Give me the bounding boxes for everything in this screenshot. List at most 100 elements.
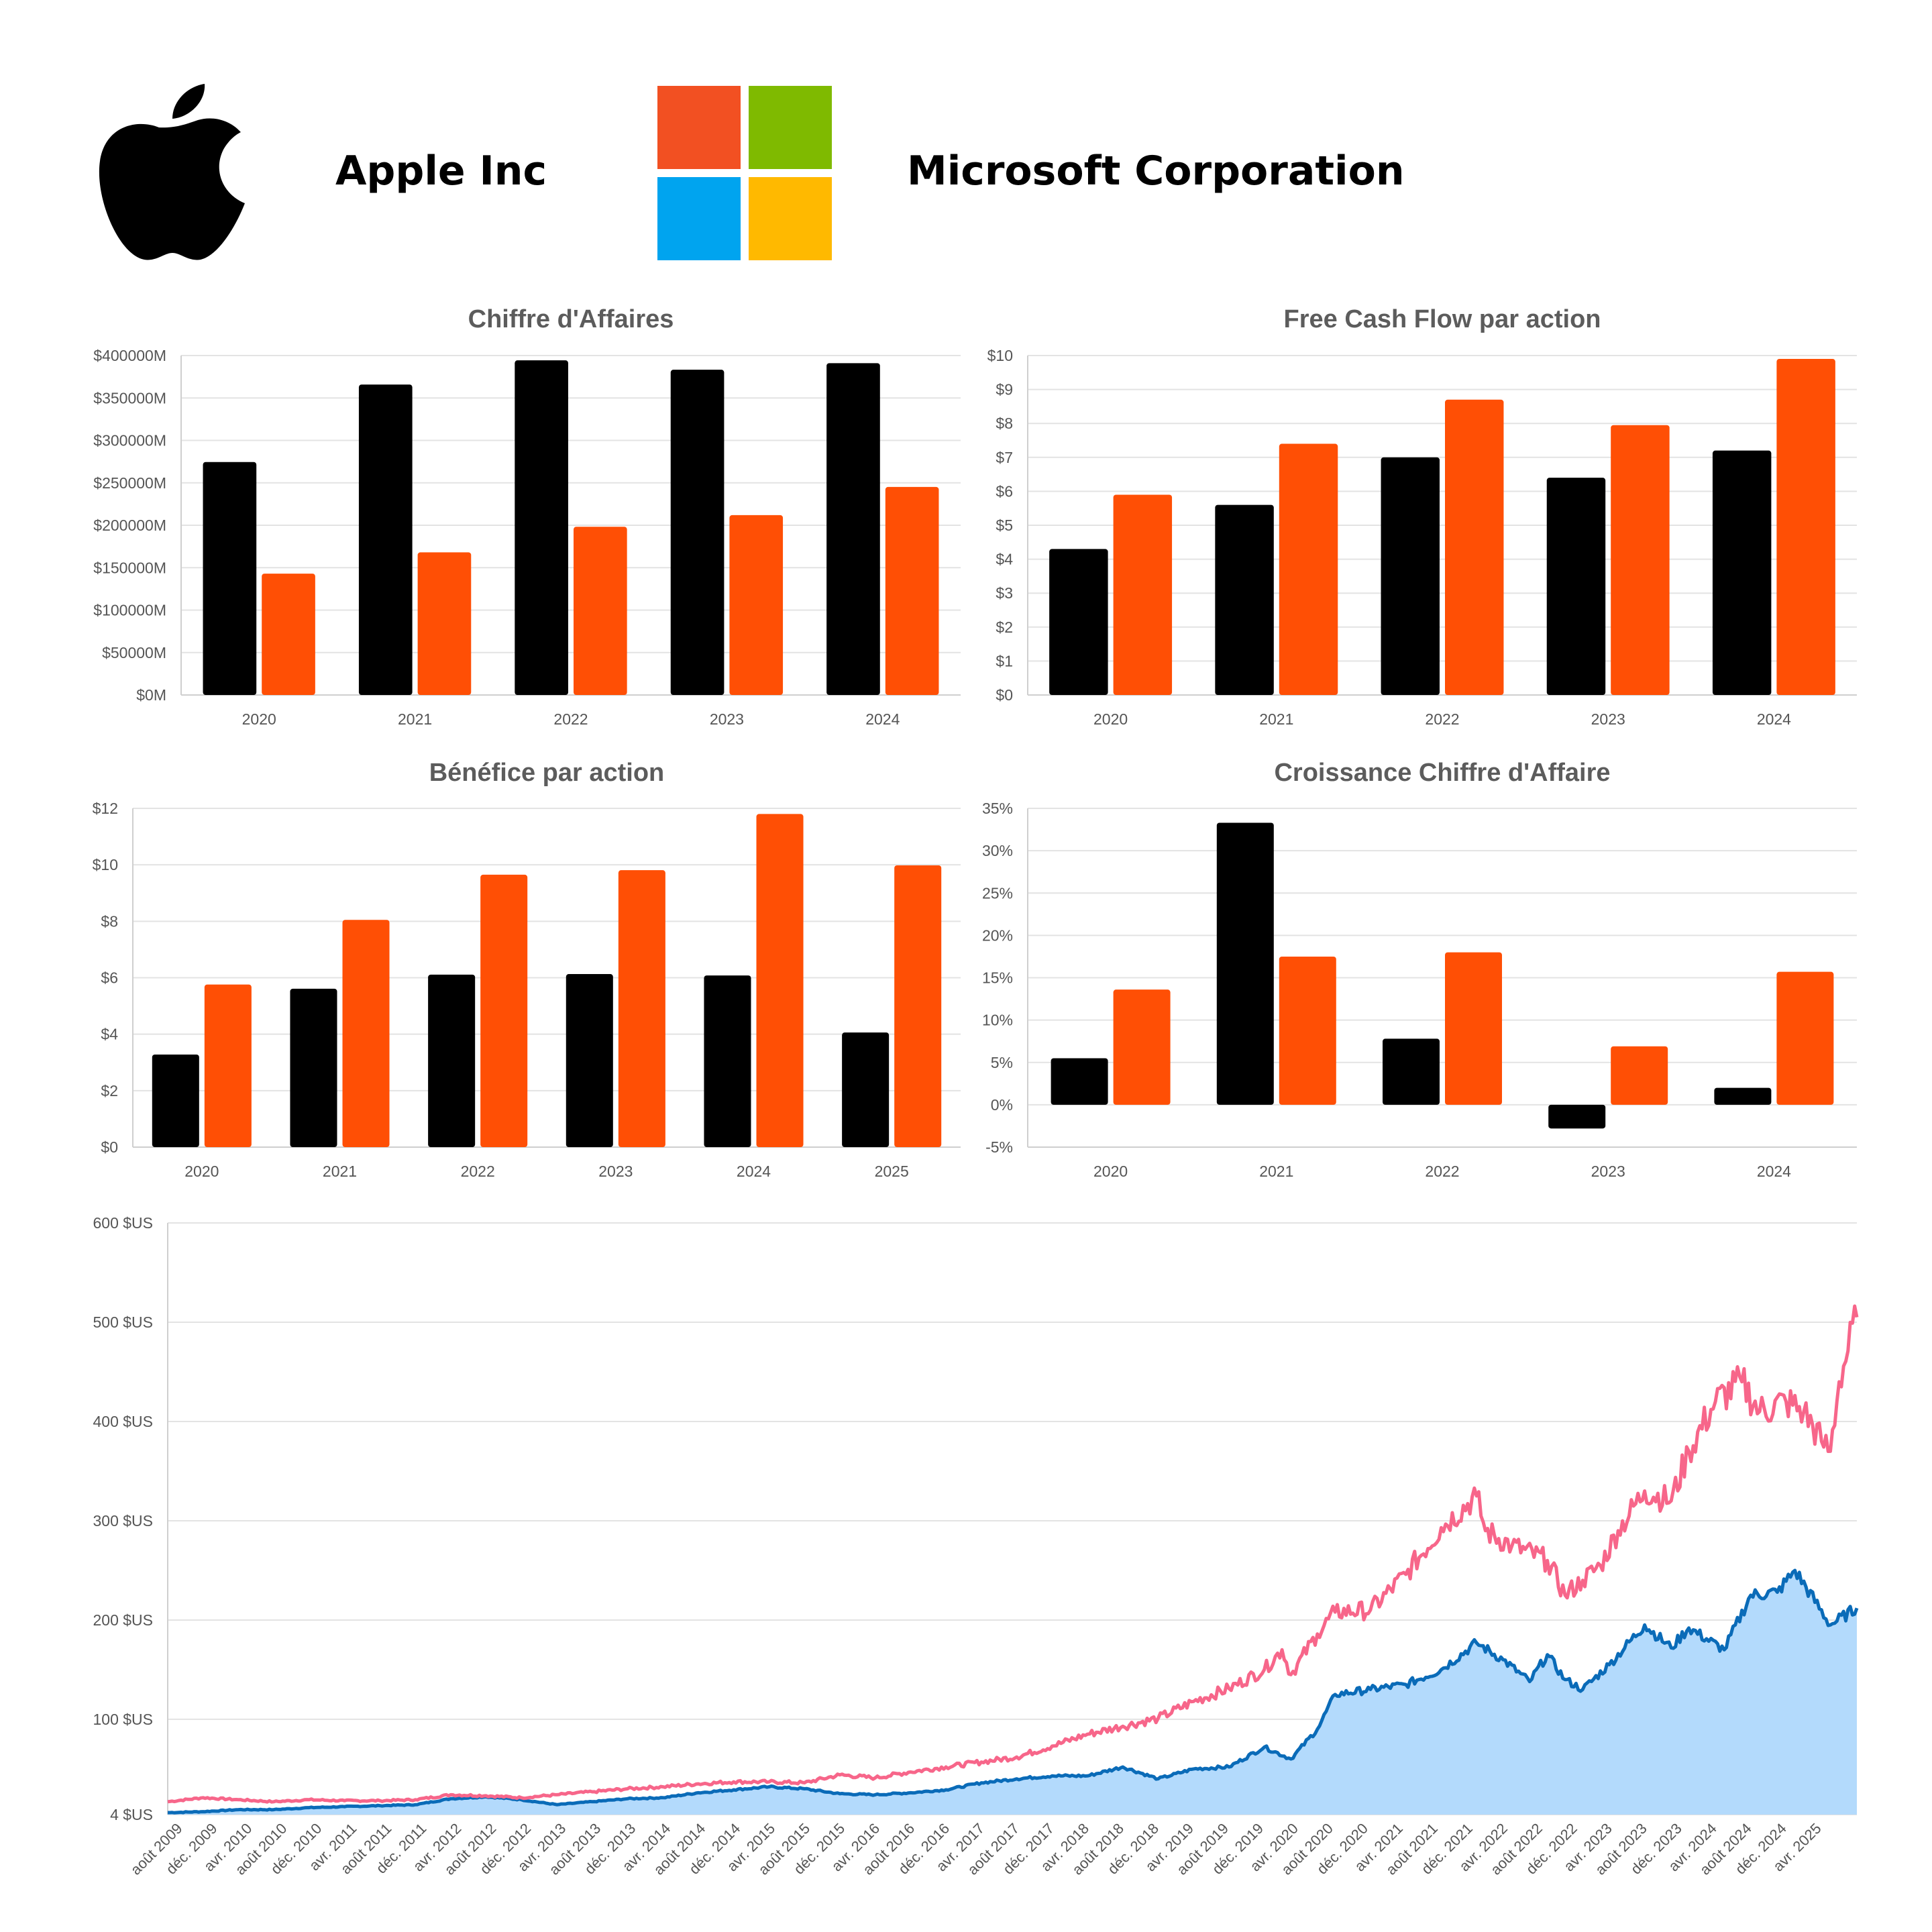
y-tick-label: 0% [991, 1096, 1013, 1114]
x-tick-label: 2021 [1259, 1163, 1293, 1180]
bar-company-b [618, 870, 665, 1147]
bar-company-b [729, 515, 784, 695]
chart-growth: Croissance Chiffre d'Affaire -5% 0% 5% 10% 15… [982, 759, 1857, 1180]
y-tick-label: $7 [996, 449, 1013, 466]
y-tick-label: $10 [93, 856, 118, 873]
x-tick-label: 2021 [398, 710, 432, 728]
y-tick-label: $4 [101, 1026, 118, 1043]
bar-company-a [1546, 478, 1606, 695]
x-tick-label: 2024 [737, 1163, 771, 1180]
bar-company-b [1279, 956, 1336, 1105]
y-tick-label: 20% [982, 926, 1013, 944]
bar-company-a [566, 974, 613, 1147]
ms-logo-square-red [657, 86, 741, 169]
y-tick-label: $8 [996, 415, 1013, 432]
series-line-company-b [167, 1304, 1859, 1804]
x-tick-label: 2022 [461, 1163, 495, 1180]
y-tick-label: $3 [996, 584, 1013, 602]
chart-title: Croissance Chiffre d'Affaire [1274, 759, 1610, 787]
chart-price: 4 $US 100 $US 200 $US 300 $US 400 $US 500 $US… [93, 1214, 1859, 1878]
bar-company-a [1714, 1087, 1772, 1105]
x-tick-label: 2024 [1757, 1163, 1791, 1180]
y-tick-label: -5% [985, 1138, 1013, 1156]
bar-company-b [1611, 1046, 1668, 1105]
ms-logo-square-yellow [749, 177, 832, 260]
y-tick-label: 25% [982, 884, 1013, 902]
y-tick-label: $350000M [93, 389, 166, 407]
ms-logo-square-green [749, 86, 832, 169]
series-area-company-a [168, 1570, 1857, 1815]
y-tick-label: 5% [991, 1054, 1013, 1071]
y-tick-label: $400000M [93, 347, 166, 364]
x-tick-label: 2023 [598, 1163, 633, 1180]
y-tick-label: $1 [996, 652, 1013, 669]
chart-title: Free Cash Flow par action [1284, 305, 1601, 333]
bar-company-a [1049, 549, 1108, 695]
bar-company-a [1216, 822, 1274, 1105]
x-tick-label: 2021 [1259, 710, 1293, 728]
y-tick-label: 600 $US [93, 1214, 153, 1232]
bar-company-b [1279, 443, 1338, 695]
x-tick-label: 2020 [1093, 1163, 1128, 1180]
bar-company-a [1548, 1104, 1606, 1129]
ms-logo-square-blue [657, 177, 741, 260]
chart-fcf: Free Cash Flow par action $0 $1 $2 $3 $4 $5 $6 $… [987, 305, 1857, 728]
y-tick-label: $150000M [93, 559, 166, 576]
y-tick-label: 30% [982, 842, 1013, 859]
y-tick-label: $6 [996, 482, 1013, 500]
bar-company-b [342, 920, 390, 1147]
bar-company-a [826, 363, 880, 695]
x-tick-label: 2022 [553, 710, 588, 728]
y-tick-label: $2 [101, 1082, 118, 1099]
y-tick-label: $9 [996, 381, 1013, 398]
chart-title: Chiffre d'Affaires [468, 305, 674, 333]
y-tick-label: $12 [93, 800, 118, 817]
bar-company-b [574, 527, 627, 695]
series-line-company-a [168, 1568, 1859, 1815]
y-tick-label: 35% [982, 800, 1013, 817]
bar-company-b [1776, 971, 1834, 1105]
bar-company-a [1381, 457, 1440, 695]
bar-company-b [885, 486, 939, 695]
bar-company-b [1776, 359, 1835, 695]
company-b-name: Microsoft Corporation [907, 148, 1405, 195]
x-tick-label: 2021 [323, 1163, 357, 1180]
bar-company-a [515, 360, 568, 695]
company-a-name: Apple Inc [335, 148, 547, 195]
apple-logo-icon [99, 84, 245, 260]
bar-company-b [262, 574, 315, 695]
y-tick-label: $2 [996, 619, 1013, 636]
y-tick-label: $6 [101, 969, 118, 987]
x-tick-label: 2023 [1591, 1163, 1625, 1180]
y-tick-label: $0 [996, 686, 1013, 704]
bar-company-a [670, 370, 724, 695]
bar-company-b [417, 552, 472, 695]
x-tick-label: 2020 [1093, 710, 1128, 728]
y-tick-label: $300000M [93, 432, 166, 449]
x-tick-label: 2024 [865, 710, 900, 728]
microsoft-logo-icon [657, 86, 832, 260]
y-tick-label: 4 $US [110, 1806, 153, 1823]
bar-company-b [1113, 494, 1173, 695]
y-tick-label: $10 [987, 347, 1013, 364]
y-tick-label: $100000M [93, 602, 166, 619]
bar-company-b [1611, 425, 1670, 695]
bar-company-a [152, 1054, 199, 1147]
x-tick-label: 2022 [1425, 710, 1459, 728]
y-tick-label: 10% [982, 1012, 1013, 1029]
y-tick-label: $8 [101, 912, 118, 930]
bar-company-a [203, 462, 257, 695]
bar-company-b [1445, 952, 1502, 1105]
y-tick-label: 300 $US [93, 1512, 153, 1529]
bar-company-b [1445, 399, 1504, 695]
y-tick-label: 500 $US [93, 1313, 153, 1331]
bar-company-a [428, 974, 476, 1147]
bar-company-b [894, 865, 942, 1147]
y-tick-label: 200 $US [93, 1611, 153, 1629]
x-tick-label: 2022 [1425, 1163, 1459, 1180]
y-tick-label: 100 $US [93, 1711, 153, 1728]
y-tick-label: $0M [136, 686, 166, 704]
bar-company-b [1113, 989, 1171, 1105]
y-tick-label: $4 [996, 551, 1013, 568]
